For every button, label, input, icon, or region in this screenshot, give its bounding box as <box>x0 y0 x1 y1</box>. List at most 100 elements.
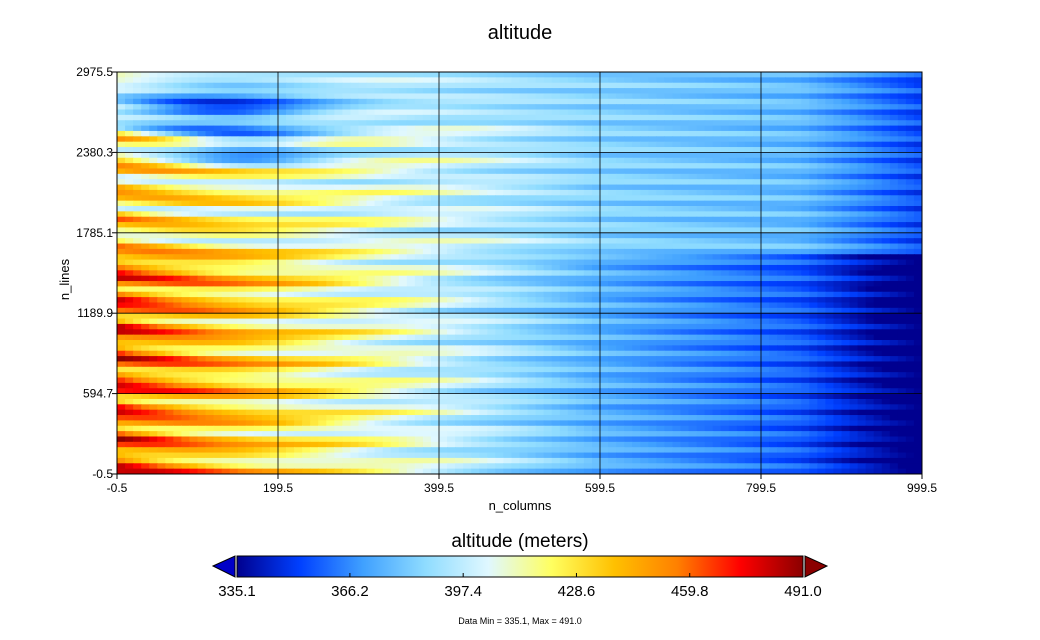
heatmap-cell <box>407 83 416 89</box>
heatmap-cell <box>528 93 537 99</box>
heatmap-cell <box>914 233 923 239</box>
heatmap-cell <box>858 190 867 196</box>
heatmap-cell <box>898 152 907 158</box>
heatmap-cell <box>753 302 762 308</box>
heatmap-cell <box>487 174 496 180</box>
heatmap-cell <box>310 276 319 282</box>
heatmap-cell <box>230 131 239 137</box>
heatmap-cell <box>431 302 440 308</box>
heatmap-cell <box>592 238 601 244</box>
heatmap-cell <box>640 83 649 89</box>
heatmap-cell <box>520 265 529 271</box>
heatmap-cell <box>648 93 657 99</box>
heatmap-cell <box>238 179 247 185</box>
heatmap-cell <box>914 83 923 89</box>
heatmap-cell <box>173 292 182 298</box>
heatmap-cell <box>632 190 641 196</box>
heatmap-cell <box>149 190 158 196</box>
heatmap-cell <box>858 249 867 255</box>
heatmap-cell <box>326 302 335 308</box>
heatmap-cell <box>391 265 400 271</box>
heatmap-cell <box>600 281 609 287</box>
heatmap-cell <box>342 222 351 228</box>
heatmap-cell <box>850 276 859 282</box>
heatmap-cell <box>326 319 335 325</box>
heatmap-cell <box>729 233 738 239</box>
heatmap-cell <box>753 222 762 228</box>
heatmap-cell <box>157 313 166 319</box>
heatmap-cell <box>157 319 166 325</box>
heatmap-cell <box>528 254 537 260</box>
heatmap-cell <box>447 104 456 110</box>
heatmap-cell <box>616 126 625 132</box>
heatmap-cell <box>568 104 577 110</box>
heatmap-cell <box>520 168 529 174</box>
heatmap-cell <box>302 201 311 207</box>
heatmap-cell <box>850 126 859 132</box>
heatmap-cell <box>616 185 625 191</box>
heatmap-cell <box>640 206 649 212</box>
heatmap-cell <box>745 281 754 287</box>
heatmap-cell <box>302 174 311 180</box>
heatmap-cell <box>359 185 368 191</box>
heatmap-cell <box>423 152 432 158</box>
heatmap-cell <box>576 93 585 99</box>
heatmap-cell <box>705 276 714 282</box>
heatmap-cell <box>809 93 818 99</box>
heatmap-cell <box>206 179 215 185</box>
heatmap-cell <box>246 222 255 228</box>
heatmap-cell <box>149 297 158 303</box>
heatmap-cell <box>407 281 416 287</box>
heatmap-cell <box>777 265 786 271</box>
heatmap-cell <box>817 168 826 174</box>
heatmap-cell <box>640 244 649 250</box>
heatmap-cell <box>173 276 182 282</box>
heatmap-cell <box>439 104 448 110</box>
heatmap-cell <box>278 292 287 298</box>
heatmap-cell <box>479 152 488 158</box>
heatmap-cell <box>536 126 545 132</box>
heatmap-cell <box>616 136 625 142</box>
heatmap-cell <box>399 110 408 116</box>
heatmap-cell <box>286 190 295 196</box>
heatmap-cell <box>262 206 271 212</box>
heatmap-cell <box>850 195 859 201</box>
heatmap-cell <box>286 276 295 282</box>
heatmap-cell <box>552 120 561 126</box>
heatmap-cell <box>640 302 649 308</box>
heatmap-cell <box>850 270 859 276</box>
heatmap-cell <box>294 270 303 276</box>
heatmap-cell <box>447 222 456 228</box>
heatmap-cell <box>640 110 649 116</box>
heatmap-cell <box>479 254 488 260</box>
heatmap-cell <box>165 265 174 271</box>
heatmap-cell <box>552 206 561 212</box>
heatmap-cell <box>423 335 432 341</box>
heatmap-cell <box>141 313 150 319</box>
heatmap-cell <box>286 302 295 308</box>
heatmap-cell <box>399 244 408 250</box>
heatmap-cell <box>769 163 778 169</box>
heatmap-cell <box>447 72 456 78</box>
heatmap-cell <box>495 190 504 196</box>
heatmap-cell <box>399 152 408 158</box>
heatmap-cell <box>866 211 875 217</box>
heatmap-cell <box>399 136 408 142</box>
heatmap-cell <box>222 195 231 201</box>
heatmap-cell <box>721 120 730 126</box>
heatmap-cell <box>455 93 464 99</box>
heatmap-cell <box>681 276 690 282</box>
heatmap-cell <box>495 260 504 266</box>
heatmap-cell <box>326 99 335 105</box>
heatmap-cell <box>536 185 545 191</box>
heatmap-cell <box>721 110 730 116</box>
heatmap-cell <box>745 88 754 94</box>
heatmap-cell <box>753 329 762 335</box>
heatmap-cell <box>471 329 480 335</box>
heatmap-cell <box>664 93 673 99</box>
heatmap-cell <box>495 244 504 250</box>
heatmap-cell <box>608 136 617 142</box>
heatmap-cell <box>890 265 899 271</box>
heatmap-cell <box>415 174 424 180</box>
heatmap-cell <box>399 201 408 207</box>
